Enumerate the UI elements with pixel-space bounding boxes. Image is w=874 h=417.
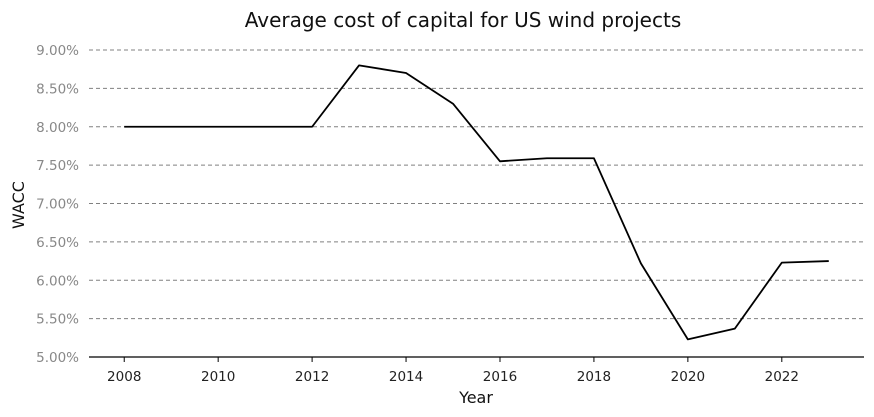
y-axis-label: WACC bbox=[9, 181, 28, 229]
series-layer bbox=[124, 64, 829, 341]
x-tick-label: 2014 bbox=[389, 369, 423, 385]
x-tick-label: 2018 bbox=[577, 369, 611, 385]
x-tick-label: 2022 bbox=[765, 369, 799, 385]
x-tick-label: 2008 bbox=[107, 369, 141, 385]
y-tick-label: 6.00% bbox=[36, 273, 79, 289]
series-line bbox=[124, 64, 829, 341]
x-tick-label: 2010 bbox=[201, 369, 235, 385]
y-tick-label: 9.00% bbox=[36, 43, 79, 59]
y-tick-label: 5.00% bbox=[36, 350, 79, 366]
y-tick-label: 6.50% bbox=[36, 235, 79, 251]
gridlines bbox=[89, 49, 864, 320]
x-tick-label: 2020 bbox=[671, 369, 705, 385]
y-tick-label: 5.50% bbox=[36, 312, 79, 328]
x-tick-label: 2012 bbox=[295, 369, 329, 385]
x-tick-label: 2016 bbox=[483, 369, 517, 385]
y-tick-label: 7.00% bbox=[36, 197, 79, 213]
y-tick-labels: 5.00% 5.50% 6.00% 6.50% 7.00% 7.50% 8.00% 8.50%… bbox=[36, 43, 79, 366]
x-tick-labels: 2008 2010 2012 2014 2016 2018 2020 2022 bbox=[107, 357, 799, 385]
y-tick-label: 7.50% bbox=[36, 158, 79, 174]
y-tick-label: 8.00% bbox=[36, 120, 79, 136]
y-tick-label: 8.50% bbox=[36, 81, 79, 97]
chart-title: Average cost of capital for US wind proj… bbox=[245, 8, 682, 32]
x-axis-label: Year bbox=[458, 388, 493, 407]
